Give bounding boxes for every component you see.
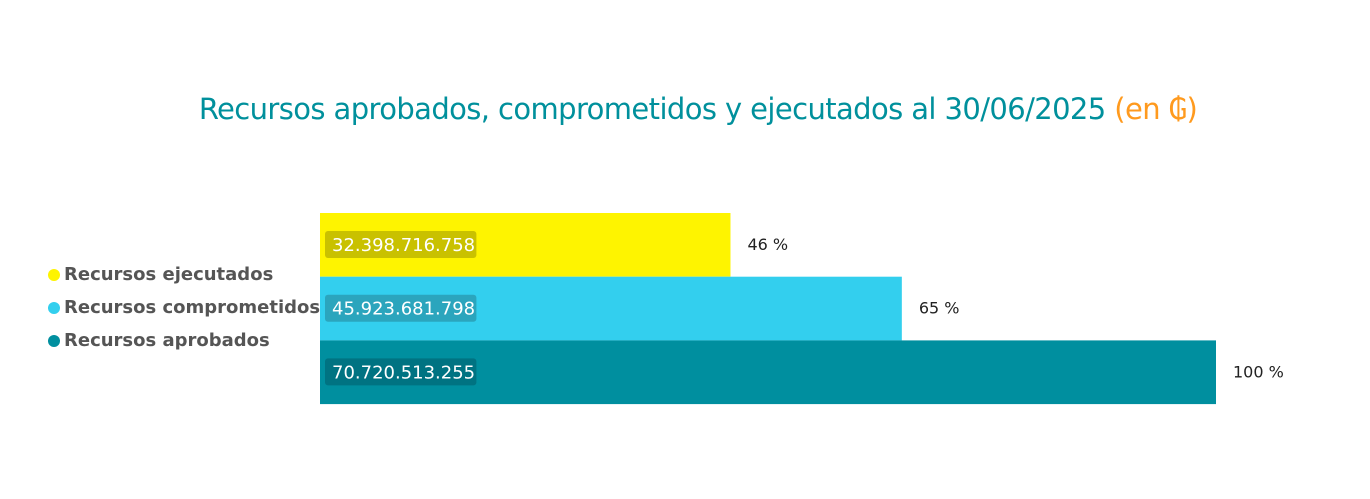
legend-dot-icon bbox=[48, 268, 60, 281]
legend-dot-icon bbox=[48, 301, 60, 314]
legend-dot-icon bbox=[48, 334, 60, 347]
percent-label: 100 % bbox=[1233, 362, 1284, 381]
chart-title-unit: (en ₲) bbox=[1114, 92, 1198, 126]
legend-item-comprometidos[interactable]: Recursos comprometidos bbox=[48, 291, 320, 324]
legend-item-aprobados[interactable]: Recursos aprobados bbox=[48, 324, 320, 357]
chart-title-main: Recursos aprobados, comprometidos y ejec… bbox=[198, 92, 1106, 126]
value-label-box bbox=[325, 231, 477, 258]
percent-label: 46 % bbox=[747, 235, 788, 254]
legend-item-label: Recursos comprometidos bbox=[64, 297, 321, 318]
value-label: 70.720.513.255 bbox=[332, 362, 475, 383]
legend-item-ejecutados[interactable]: Recursos ejecutados bbox=[48, 258, 320, 291]
value-label-box bbox=[325, 294, 477, 322]
legend-item-label: Recursos aprobados bbox=[64, 330, 270, 351]
legend-item-label: Recursos ejecutados bbox=[64, 264, 274, 285]
chart-title: Recursos aprobados, comprometidos y ejec… bbox=[0, 92, 1370, 126]
value-label: 32.398.716.758 bbox=[332, 235, 475, 256]
value-label: 45.923.681.798 bbox=[332, 299, 475, 320]
value-label-box bbox=[325, 358, 477, 386]
percent-label: 65 % bbox=[919, 299, 960, 318]
chart-legend: Recursos ejecutados Recursos comprometid… bbox=[48, 258, 320, 357]
